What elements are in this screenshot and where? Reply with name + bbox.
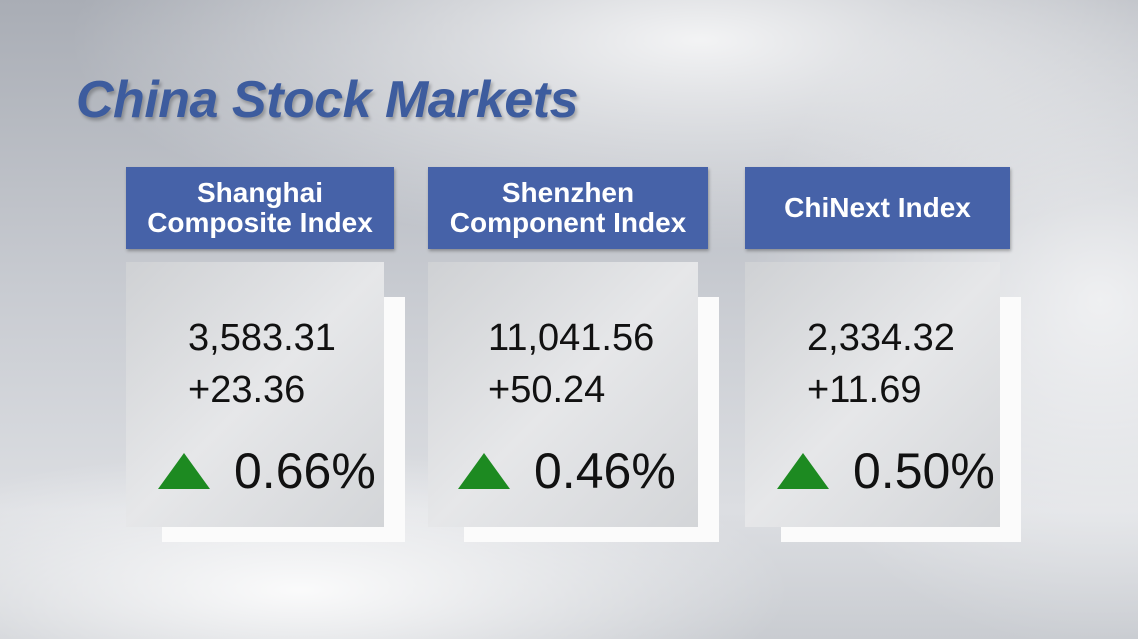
index-change: +50.24 (488, 369, 606, 411)
index-name: Shenzhen Component Index (428, 167, 708, 249)
index-change: +23.36 (188, 369, 306, 411)
up-arrow (158, 453, 210, 489)
index-percent: 0.46% (534, 443, 676, 499)
index-change: +11.69 (807, 369, 922, 411)
index-value: 11,041.56 (488, 317, 655, 359)
index-value: 3,583.31 (188, 317, 336, 359)
index-name: Shanghai Composite Index (126, 167, 394, 249)
index-name: ChiNext Index (745, 167, 1010, 249)
index-value: 2,334.32 (807, 317, 955, 359)
title: China Stock Markets (76, 71, 579, 129)
up-arrow (777, 453, 829, 489)
up-arrow (458, 453, 510, 489)
index-percent: 0.66% (234, 443, 376, 499)
index-percent: 0.50% (853, 443, 995, 499)
